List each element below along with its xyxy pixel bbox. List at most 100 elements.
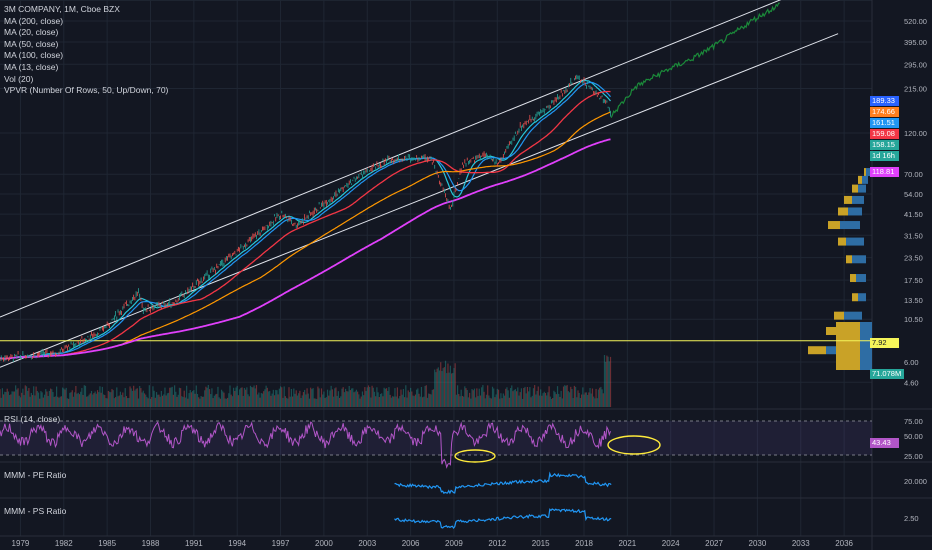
volume-bar — [25, 386, 28, 407]
volume-bar — [383, 387, 385, 407]
volume-bar — [127, 398, 129, 407]
volume-bar — [306, 388, 308, 407]
volume-bar — [388, 387, 390, 407]
ma20-line — [0, 81, 611, 360]
x-tick-label: 2033 — [792, 539, 810, 548]
volume-bar — [358, 394, 360, 407]
volume-bar — [198, 397, 200, 407]
legend-title: 3M COMPANY, 1M, Cboe BZX — [4, 4, 120, 14]
volume-bar — [311, 389, 313, 407]
volume-bar — [313, 398, 315, 407]
volume-bar — [47, 395, 49, 407]
volume-bar — [101, 386, 103, 407]
volume-bar — [397, 398, 400, 407]
volume-bar — [593, 396, 595, 407]
volume-bar — [334, 388, 336, 407]
volume-bar — [441, 371, 443, 407]
volume-bar — [206, 387, 208, 407]
legend-ma200[interactable]: MA (200, close) — [4, 15, 64, 26]
volume-bar — [596, 398, 598, 407]
projection-path — [610, 2, 780, 118]
volume-bar — [341, 388, 343, 407]
volume-bar — [211, 388, 213, 407]
volume-bar — [594, 398, 596, 407]
legend-vol[interactable]: Vol (20) — [4, 73, 34, 84]
y-tick-label: 13.50 — [904, 296, 923, 305]
legend-vpvr[interactable]: VPVR (Number Of Rows, 50, Up/Down, 70) — [4, 85, 169, 96]
volume-bar — [258, 392, 260, 407]
volume-bar — [284, 396, 286, 407]
vpvr-up-bar — [858, 293, 866, 302]
volume-bar — [307, 393, 309, 407]
pe-ratio-pane — [394, 471, 612, 495]
volume-bar — [10, 394, 12, 407]
vpvr-down-bar — [838, 237, 846, 246]
channel-lower — [0, 33, 839, 368]
axes: 1979 1982 1985 1988 1991 1994 1997 2000 2003 2006… — [12, 17, 927, 548]
volume-bar — [450, 373, 453, 407]
volume-bar — [34, 395, 36, 407]
volume-bar — [336, 395, 338, 407]
vpvr-down-bar — [826, 327, 838, 336]
volume-bar — [371, 385, 373, 407]
ma200-line — [0, 138, 611, 360]
volume-bar — [373, 391, 376, 407]
pe-label[interactable]: MMM - PE Ratio — [4, 470, 67, 480]
x-tick-label: 2036 — [835, 539, 853, 548]
legend-ma50[interactable]: MA (50, close) — [4, 38, 59, 49]
volume-bar — [475, 397, 477, 407]
volume-bar — [393, 396, 395, 407]
volume-bar — [465, 388, 467, 407]
price-tag-ma200: 118.81 — [870, 167, 899, 177]
legend-ma100[interactable]: MA (100, close) — [4, 50, 64, 61]
x-tick-label: 2027 — [705, 539, 723, 548]
volume-bar — [18, 395, 20, 407]
annotations[interactable] — [454, 435, 661, 463]
volume-bar — [438, 370, 441, 407]
volume-bar — [249, 385, 252, 407]
countdown-tag: 1d 16h — [870, 151, 899, 161]
volume-bar — [455, 394, 457, 407]
volume-bar — [294, 393, 296, 407]
volume-bar — [270, 395, 272, 407]
legend-ma20[interactable]: MA (20, close) — [4, 27, 59, 38]
volume-bar — [41, 392, 43, 407]
volume-bar — [367, 385, 370, 407]
volume-bar — [223, 392, 225, 407]
volume-bar — [602, 393, 604, 407]
volume-bar — [328, 395, 330, 407]
volume-bar — [45, 389, 47, 407]
volume-bar — [502, 393, 504, 407]
volume-bar — [484, 398, 486, 407]
volume-bar — [49, 388, 52, 407]
vpvr-up-bar — [840, 221, 860, 230]
rsi-label[interactable]: RSI (14, close) — [4, 414, 61, 424]
volume-bar — [133, 385, 135, 407]
volume-bar — [501, 398, 503, 407]
volume-bar — [192, 391, 194, 407]
volume-bar — [107, 390, 109, 407]
volume-bar — [576, 397, 578, 407]
volume-bar — [472, 390, 474, 407]
y-tick-label: 395.00 — [904, 38, 927, 47]
volume-bar — [260, 393, 262, 407]
volume-bar — [261, 393, 264, 407]
volume-bar — [52, 392, 54, 407]
volume-bar — [230, 394, 232, 407]
ps-label[interactable]: MMM - PS Ratio — [4, 506, 67, 516]
volume-bar — [186, 385, 188, 407]
y-tick-label: 215.00 — [904, 84, 927, 93]
y-tick-label: 70.00 — [904, 170, 923, 179]
volume-bar — [491, 386, 494, 407]
legend-ma13[interactable]: MA (13, close) — [4, 61, 59, 72]
volume-bar — [33, 386, 35, 407]
volume-bar — [112, 390, 114, 407]
volume-bar — [153, 390, 155, 407]
volume-bar — [509, 388, 512, 407]
volume-bar — [536, 390, 538, 407]
volume-bar — [65, 387, 67, 407]
volume-bar — [28, 388, 30, 407]
volume-bar — [104, 394, 106, 407]
trend-channel[interactable] — [0, 0, 872, 368]
